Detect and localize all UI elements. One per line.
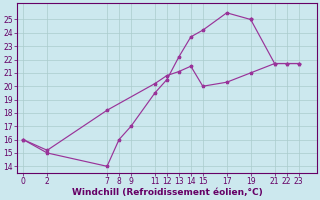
X-axis label: Windchill (Refroidissement éolien,°C): Windchill (Refroidissement éolien,°C) (72, 188, 262, 197)
